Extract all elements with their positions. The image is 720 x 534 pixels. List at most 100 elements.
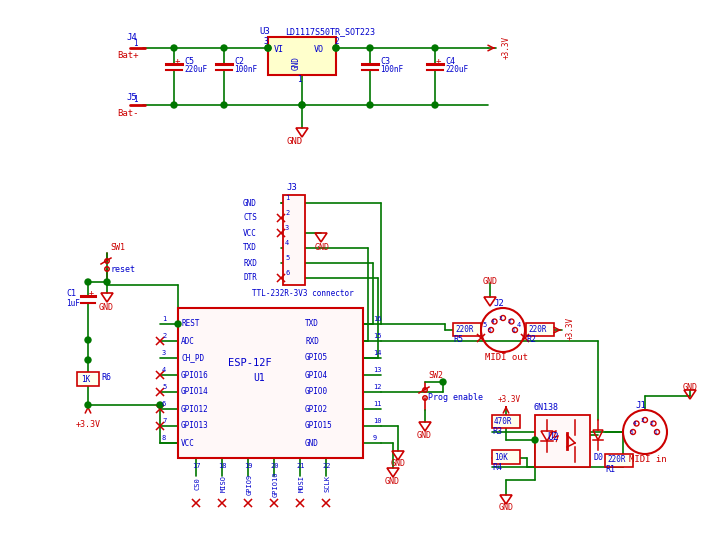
Text: SCLK: SCLK: [325, 475, 331, 492]
Text: U3: U3: [259, 27, 270, 36]
Text: 11: 11: [373, 401, 382, 407]
Text: VO: VO: [314, 44, 324, 53]
Text: +: +: [89, 288, 94, 297]
Text: 15: 15: [373, 333, 382, 339]
Text: 17: 17: [192, 463, 200, 469]
Circle shape: [432, 45, 438, 51]
Circle shape: [333, 45, 339, 51]
Text: 6: 6: [285, 270, 289, 276]
Text: +: +: [175, 57, 181, 66]
Text: R2: R2: [526, 334, 536, 343]
Text: 2: 2: [162, 333, 166, 339]
Circle shape: [85, 357, 91, 363]
Text: 5: 5: [487, 327, 491, 333]
Text: C4: C4: [445, 57, 455, 66]
Text: 1: 1: [285, 195, 289, 201]
Text: 1K: 1K: [81, 374, 90, 383]
Text: U1: U1: [253, 373, 265, 383]
Text: SW2: SW2: [428, 372, 443, 381]
Text: 13: 13: [373, 367, 382, 373]
Circle shape: [265, 45, 271, 51]
Bar: [605, 454, 633, 467]
Text: 2: 2: [285, 210, 289, 216]
Text: 4: 4: [490, 319, 495, 324]
Text: +3.3V: +3.3V: [566, 317, 575, 340]
Circle shape: [333, 45, 339, 51]
Text: RXD: RXD: [305, 336, 319, 345]
Text: DTR: DTR: [243, 273, 257, 282]
Text: 10: 10: [373, 418, 382, 424]
Text: R1: R1: [605, 466, 615, 475]
Circle shape: [221, 102, 227, 108]
Text: +3.3V: +3.3V: [502, 35, 511, 59]
Circle shape: [171, 45, 177, 51]
Text: J5: J5: [126, 92, 137, 101]
Text: 5: 5: [162, 384, 166, 390]
Text: 5: 5: [482, 322, 486, 328]
Text: 20: 20: [270, 463, 279, 469]
Text: 12: 12: [373, 384, 382, 390]
Text: 1: 1: [133, 38, 138, 48]
Text: 18: 18: [218, 463, 227, 469]
Bar: [268, 37, 336, 75]
Circle shape: [175, 321, 181, 327]
Circle shape: [299, 102, 305, 108]
Bar: [453, 323, 481, 336]
Text: GPIO16: GPIO16: [181, 371, 209, 380]
Text: GND: GND: [683, 382, 698, 391]
Text: R5: R5: [453, 334, 463, 343]
Circle shape: [299, 102, 305, 108]
Text: 22: 22: [322, 463, 330, 469]
Text: 4: 4: [162, 367, 166, 373]
Text: 19: 19: [244, 463, 253, 469]
Text: +: +: [436, 57, 441, 66]
Text: GND: GND: [499, 504, 514, 513]
Text: 1: 1: [162, 316, 166, 322]
Text: MIDI in: MIDI in: [629, 456, 667, 465]
Text: ADC: ADC: [181, 336, 195, 345]
Text: 8: 8: [162, 435, 166, 441]
Text: 4: 4: [517, 322, 521, 328]
Text: MIDI out: MIDI out: [485, 354, 528, 363]
Circle shape: [367, 102, 373, 108]
Text: GPIO4: GPIO4: [305, 371, 328, 380]
Text: GND: GND: [287, 137, 303, 145]
Text: +3.3V: +3.3V: [76, 420, 101, 429]
Text: GPIO5: GPIO5: [305, 354, 328, 363]
Text: D0: D0: [593, 452, 603, 461]
Text: 3: 3: [263, 37, 268, 46]
Text: 2: 2: [508, 319, 511, 324]
Text: 2: 2: [334, 37, 338, 46]
Text: GPIO12: GPIO12: [181, 404, 209, 413]
Text: 10K: 10K: [494, 452, 508, 461]
Bar: [526, 323, 554, 336]
Circle shape: [85, 279, 91, 285]
Text: 21: 21: [296, 463, 305, 469]
Text: 220uF: 220uF: [445, 66, 468, 75]
Text: 5: 5: [629, 429, 633, 435]
Text: GPIO0: GPIO0: [305, 388, 328, 397]
Text: 6N138: 6N138: [533, 403, 558, 412]
Text: GND: GND: [417, 431, 432, 441]
Text: 220uF: 220uF: [184, 66, 207, 75]
Text: GND: GND: [292, 56, 300, 70]
Text: 1: 1: [133, 96, 138, 105]
Text: 5: 5: [285, 255, 289, 261]
Text: 4: 4: [633, 421, 636, 426]
Text: 3: 3: [285, 225, 289, 231]
Text: GND: GND: [305, 438, 319, 447]
Text: GND: GND: [385, 476, 400, 485]
Text: Bat-: Bat-: [117, 108, 138, 117]
Text: 1: 1: [511, 327, 515, 333]
Text: 470R: 470R: [494, 417, 513, 426]
Text: GPIO15: GPIO15: [305, 421, 333, 430]
Text: 3: 3: [499, 316, 503, 320]
Text: R3: R3: [492, 427, 502, 436]
Text: 2: 2: [649, 421, 653, 426]
Text: VCC: VCC: [243, 229, 257, 238]
Circle shape: [532, 437, 538, 443]
Circle shape: [157, 402, 163, 408]
Text: VI: VI: [274, 44, 284, 53]
Text: CS0: CS0: [195, 477, 201, 490]
Text: TXD: TXD: [243, 244, 257, 253]
